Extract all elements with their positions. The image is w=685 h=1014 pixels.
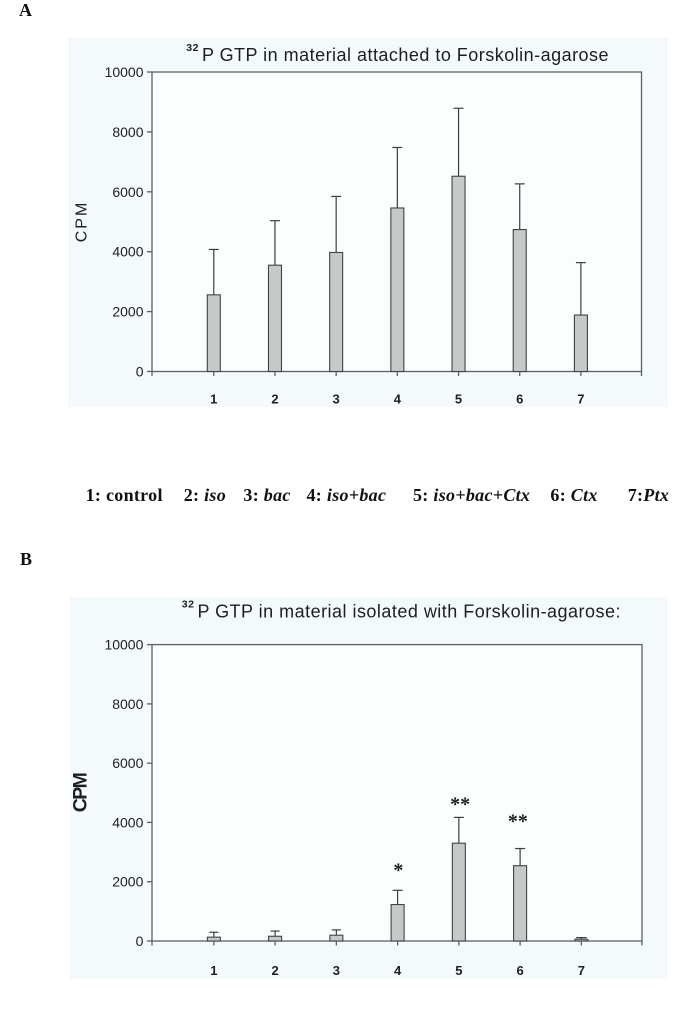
svg-text:6: 6 [516, 963, 523, 978]
svg-text:3: 3 [333, 392, 340, 407]
svg-text:32P GTP in material isolated w: 32 P GTP in material isolated with Forsko… [182, 599, 621, 622]
svg-text:4: 4 [394, 392, 402, 407]
svg-text:10000: 10000 [105, 64, 144, 80]
svg-text:*: * [393, 860, 403, 882]
svg-text:4: 4 [394, 963, 402, 978]
svg-text:CPM: CPM [74, 201, 91, 243]
svg-text:5: 5 [455, 963, 462, 978]
svg-text:7: 7 [578, 963, 585, 978]
svg-text:32P GTP in material attached t: 32 P GTP in material attached to Forskoli… [186, 42, 609, 65]
svg-text:0: 0 [136, 364, 144, 380]
svg-text:7: 7 [577, 392, 584, 407]
svg-text:8000: 8000 [112, 124, 143, 140]
svg-text:10000: 10000 [104, 637, 143, 653]
svg-text:8000: 8000 [112, 696, 143, 712]
svg-text:**: ** [450, 794, 470, 816]
svg-text:1: 1 [210, 392, 217, 407]
svg-text:2000: 2000 [112, 874, 143, 890]
svg-text:CPM: CPM [70, 773, 92, 812]
svg-text:3: 3 [333, 963, 340, 978]
svg-text:5: 5 [455, 392, 462, 407]
svg-text:**: ** [508, 811, 528, 833]
svg-text:2: 2 [271, 963, 278, 978]
svg-text:4000: 4000 [112, 244, 143, 260]
svg-text:6000: 6000 [112, 184, 143, 200]
svg-text:4000: 4000 [112, 814, 143, 830]
svg-text:1: 1 [210, 963, 217, 978]
svg-text:0: 0 [136, 933, 144, 949]
svg-text:6000: 6000 [112, 755, 143, 771]
svg-text:2: 2 [271, 392, 278, 407]
svg-text:2000: 2000 [112, 304, 143, 320]
svg-text:6: 6 [516, 392, 523, 407]
